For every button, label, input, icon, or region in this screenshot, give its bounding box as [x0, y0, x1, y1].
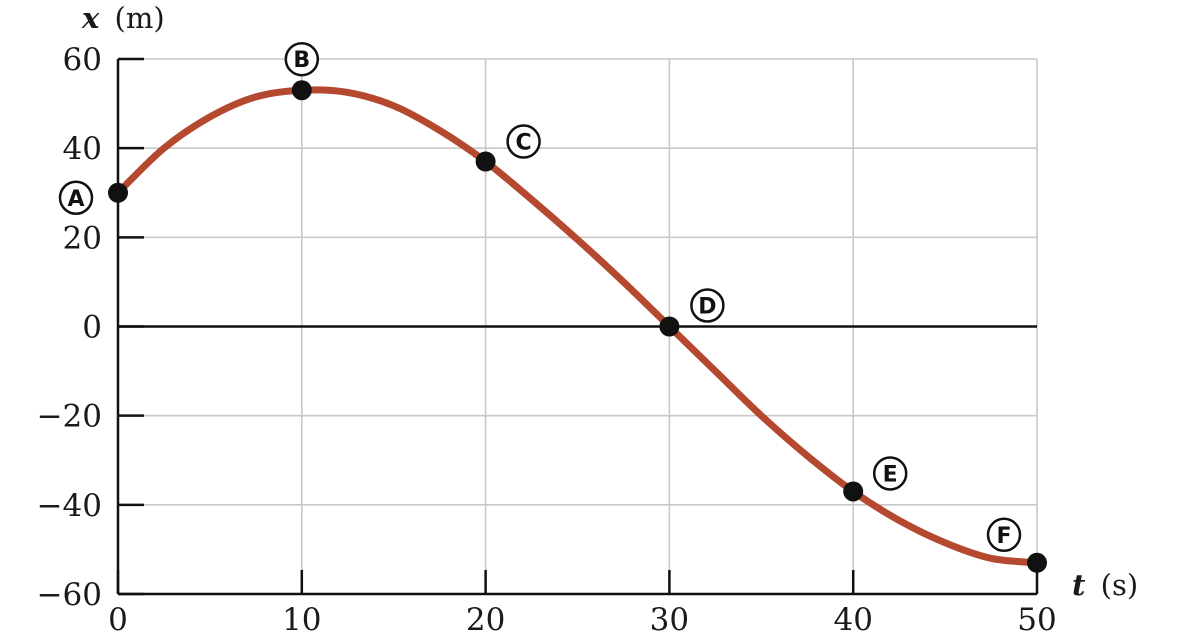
marker-letter: C [516, 131, 532, 156]
y-tick-label: −20 [37, 399, 102, 435]
marker-letter: A [67, 187, 84, 212]
marker-e: E [872, 456, 908, 491]
marker-a: A [58, 180, 94, 215]
point-b [291, 80, 312, 101]
axes [116, 57, 1039, 596]
y-tick-label: −60 [37, 577, 102, 613]
y-tick-label: 0 [82, 310, 102, 346]
y-tick-label: 20 [63, 220, 102, 256]
marker-letter: F [996, 524, 1011, 549]
x-axis-unit: (s) [1101, 568, 1139, 602]
x-tick-label: 30 [650, 602, 689, 638]
marker-c: C [506, 124, 541, 159]
marker-letter: E [883, 462, 898, 487]
point-a [108, 182, 128, 203]
marker-circle [506, 124, 541, 159]
data-points [108, 80, 1047, 573]
marker-letter: D [698, 295, 716, 320]
point-f [1027, 552, 1047, 573]
y-axis-variable: x [81, 1, 100, 35]
marker-circle [872, 456, 908, 491]
x-tick-label: 10 [282, 602, 321, 638]
y-axis-unit: (m) [115, 1, 165, 35]
marker-f: F [986, 517, 1022, 553]
marker-circle [58, 180, 94, 215]
x-tick-label: 50 [1017, 602, 1056, 638]
y-tick-label: 60 [63, 42, 102, 78]
x-tick-label: 20 [466, 602, 505, 638]
y-tick-label: 40 [63, 131, 102, 167]
x-axis-variable: t [1072, 568, 1086, 602]
x-tick-label: 40 [833, 602, 872, 638]
position-curve [114, 86, 1041, 567]
point-c [475, 151, 496, 172]
point-e [843, 481, 864, 502]
point-d [659, 316, 680, 337]
y-axis-title: x (m) [81, 1, 165, 35]
y-tick-label: −40 [37, 488, 102, 524]
x-tick-label: 0 [108, 602, 128, 638]
marker-d: D [690, 288, 725, 323]
marker-circle [284, 41, 320, 77]
x-axis-title: t (s) [1072, 568, 1138, 602]
marker-letter: B [293, 48, 310, 73]
marker-b: B [284, 41, 320, 77]
marker-circle [690, 288, 725, 323]
point-markers: A B C D E F [58, 41, 1022, 553]
marker-circle [986, 517, 1022, 553]
